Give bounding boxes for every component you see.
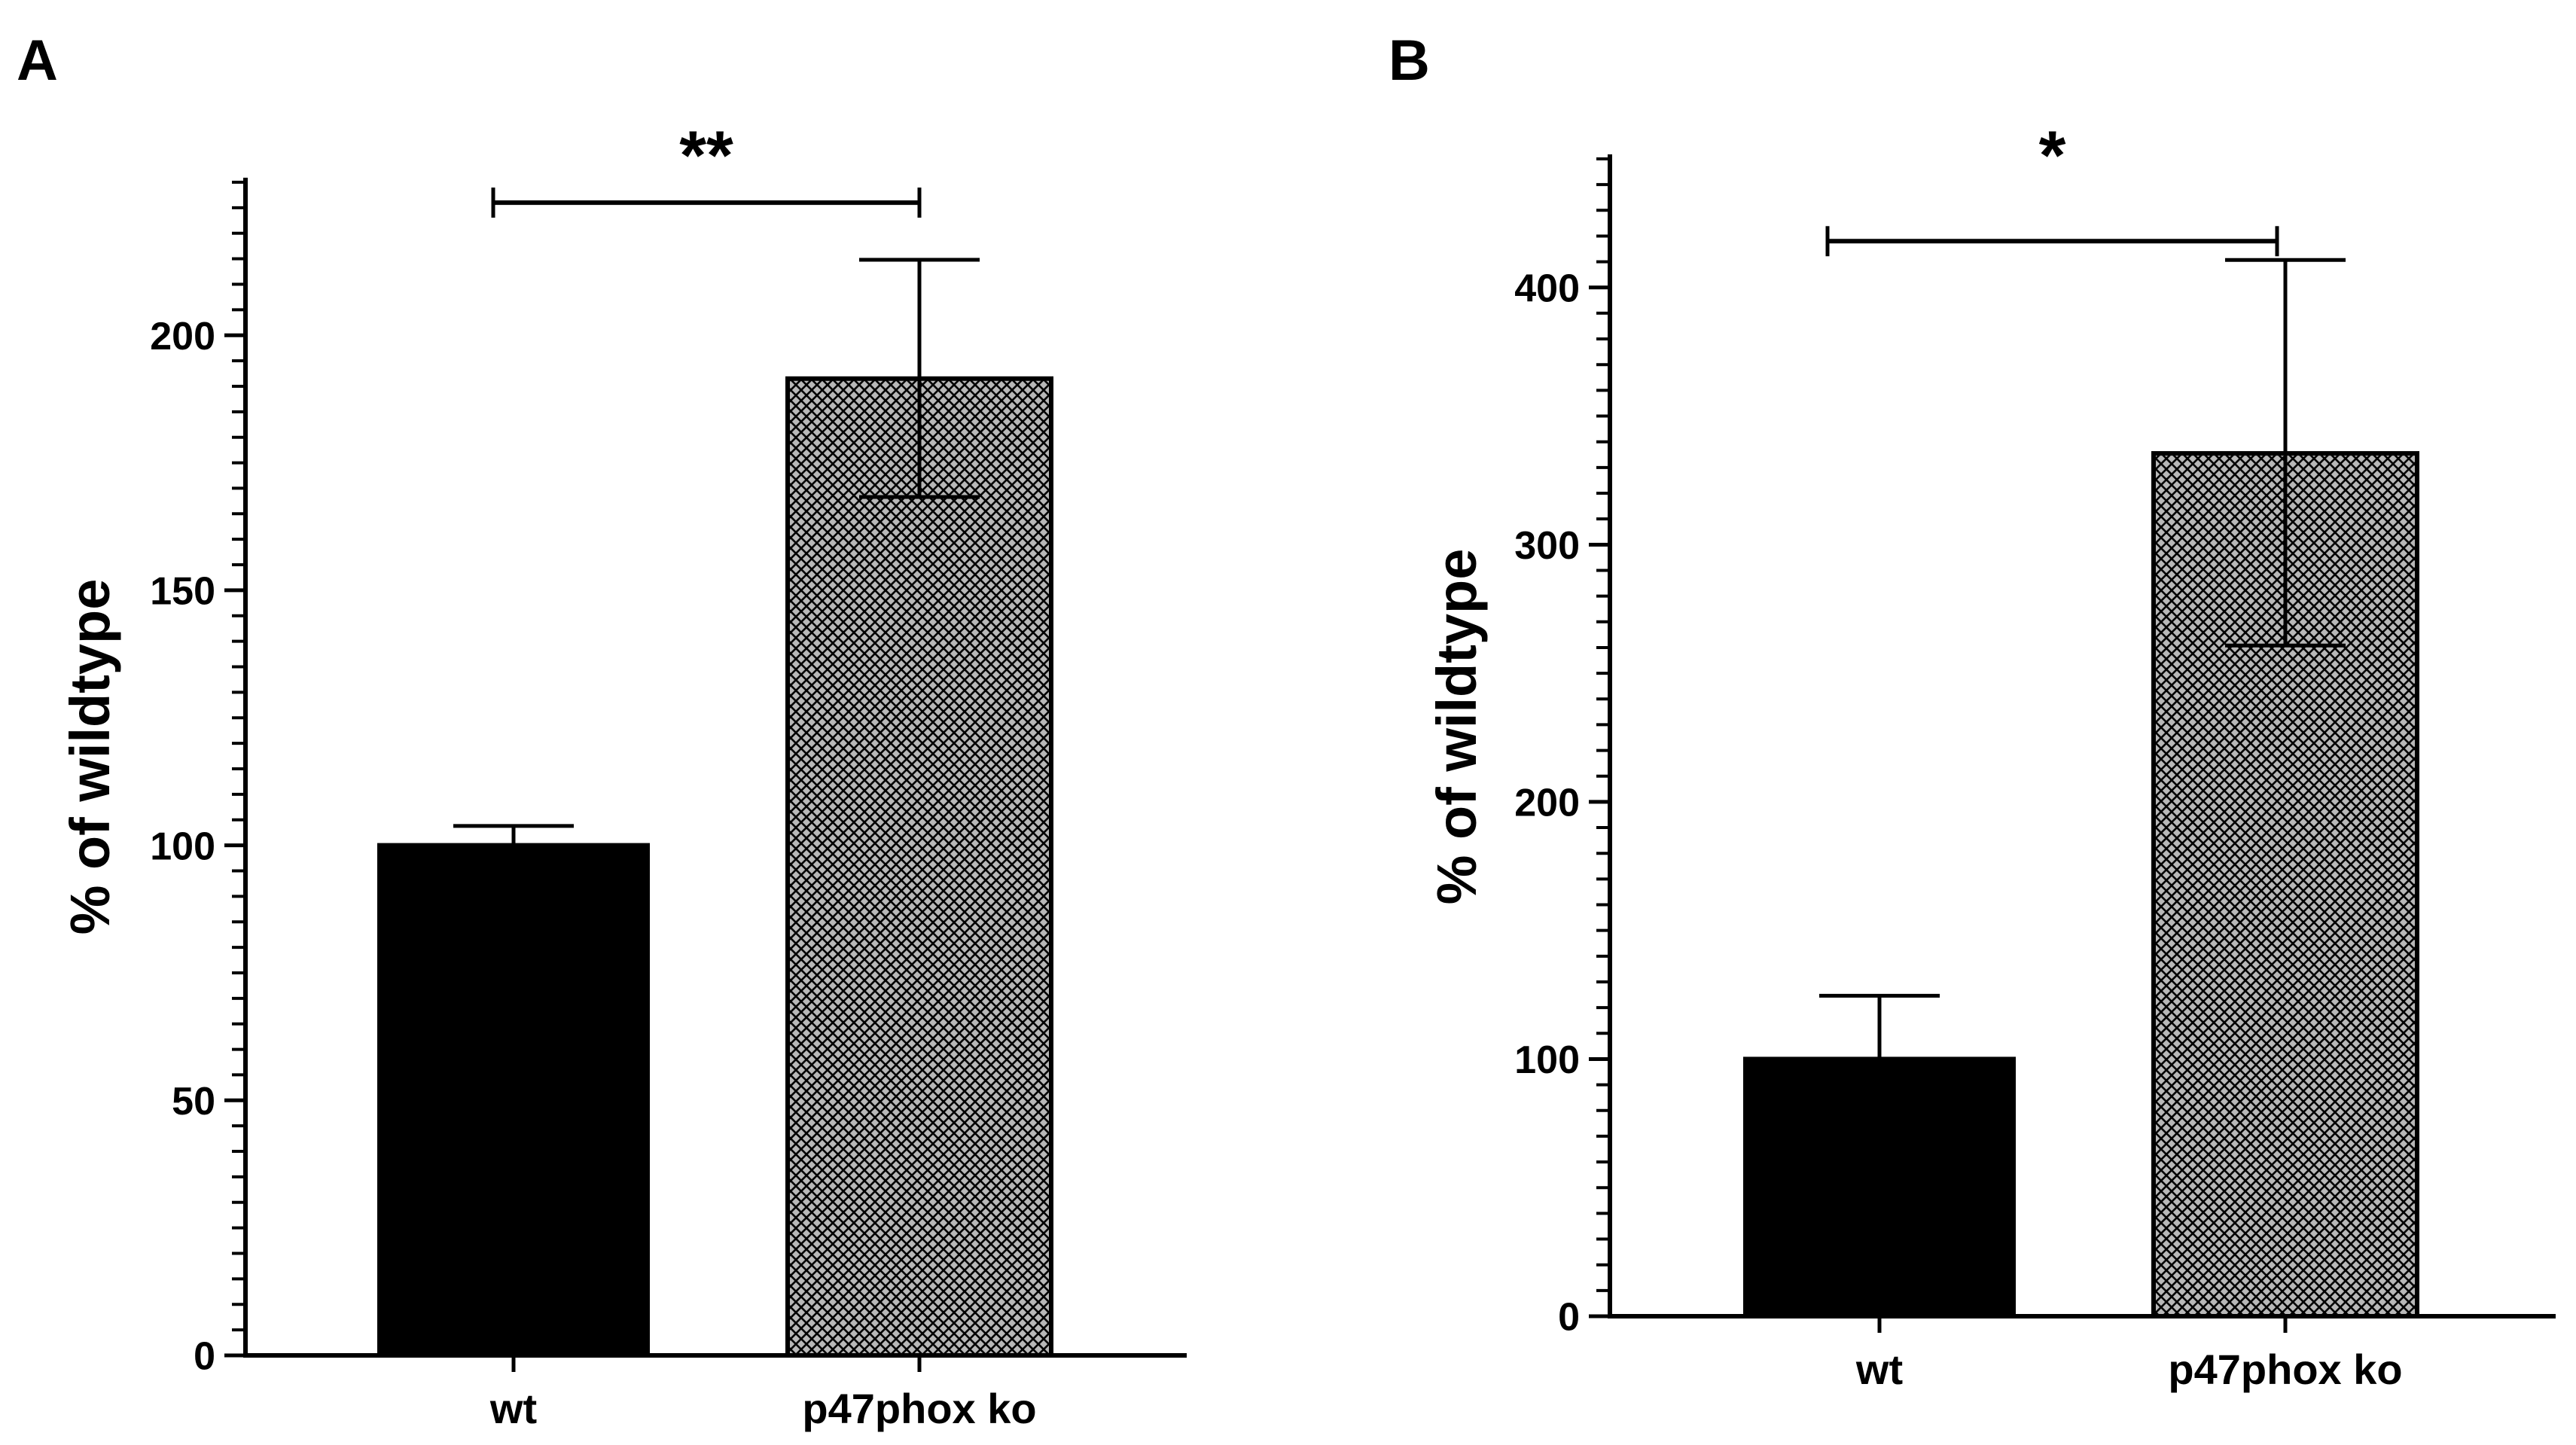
x-category-label: wt xyxy=(489,1385,537,1432)
bar-wt xyxy=(377,843,650,1358)
panel-a-y-axis-label: % of wildtype xyxy=(59,579,121,935)
y-tick-label: 100 xyxy=(1514,1038,1580,1082)
panel-a-label: A xyxy=(17,29,58,93)
significance-label: ** xyxy=(679,117,733,194)
y-tick-label: 0 xyxy=(1558,1296,1580,1340)
significance-label: * xyxy=(2039,117,2066,194)
x-category-label: p47phox ko xyxy=(802,1385,1036,1432)
panel-a: A % of wildtype 0 50 100 150 200 wt p47phox ko… xyxy=(17,29,1187,1432)
panel-b-y-axis-label: % of wildtype xyxy=(1425,549,1488,905)
bar-ko xyxy=(785,376,1053,1358)
y-tick-label: 200 xyxy=(1514,782,1580,825)
panel-b: B % of wildtype 0 100 200 300 400 wt p47phox k… xyxy=(1389,29,2556,1393)
y-tick-label: 300 xyxy=(1514,524,1580,568)
y-tick-label: 0 xyxy=(194,1335,215,1379)
bar-wt xyxy=(1743,1056,2016,1318)
y-tick-label: 200 xyxy=(150,315,215,358)
x-category-label: wt xyxy=(1855,1346,1903,1393)
x-category-label: p47phox ko xyxy=(2168,1346,2402,1393)
panel-b-label: B xyxy=(1389,29,1430,93)
y-tick-label: 150 xyxy=(150,570,215,614)
y-tick-label: 100 xyxy=(150,825,215,868)
y-tick-label: 50 xyxy=(172,1080,215,1123)
y-tick-label: 400 xyxy=(1514,267,1580,310)
